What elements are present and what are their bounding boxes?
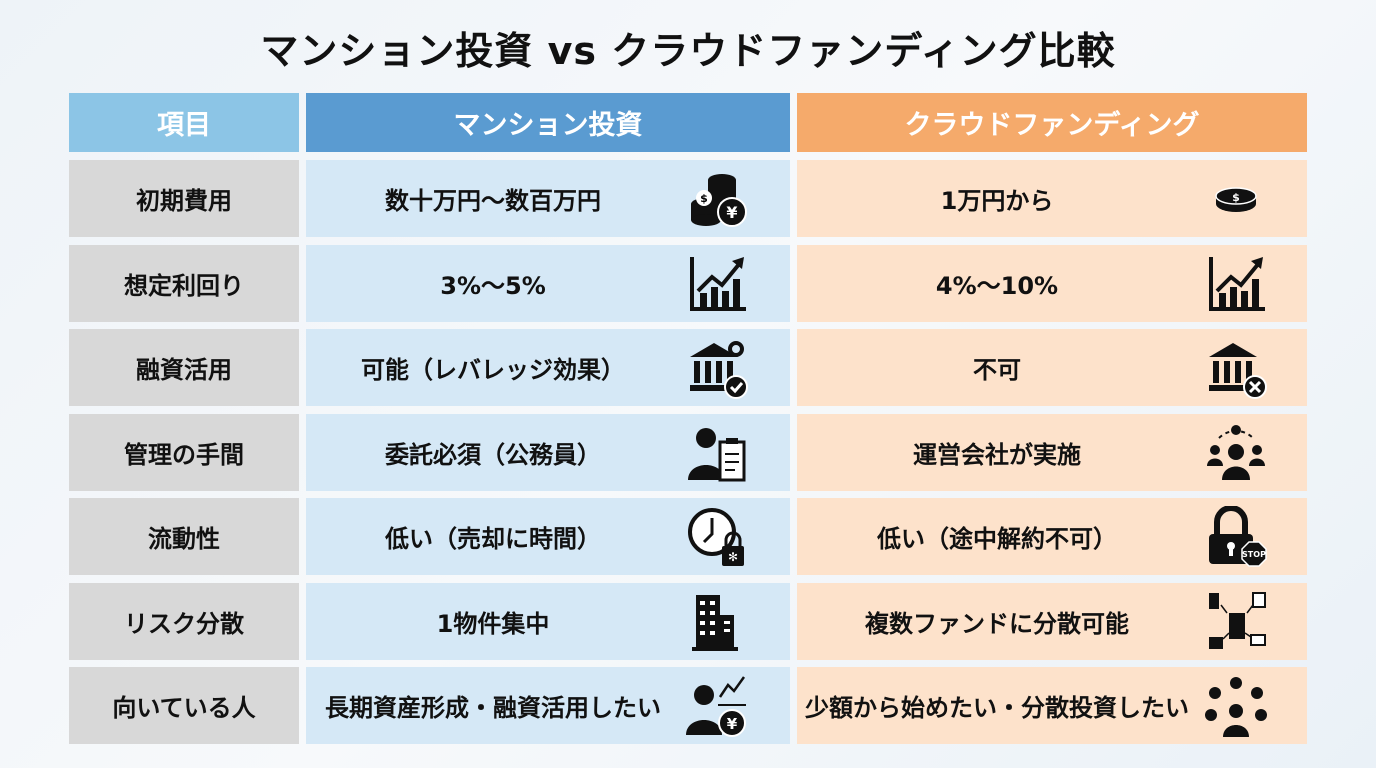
mansion-cell: 3%〜5% [306, 244, 790, 322]
table-row: 想定利回り 3%〜5% 4%〜10% [69, 244, 1307, 322]
item-label: 初期費用 [136, 187, 232, 215]
clock-lock-icon: ✻ [688, 508, 744, 566]
svg-text:¥: ¥ [726, 203, 737, 222]
svg-text:$: $ [1232, 191, 1240, 204]
item-label: 融資活用 [136, 356, 232, 384]
header-crowd: クラウドファンディング [797, 93, 1307, 152]
item-label: 向いている人 [112, 694, 256, 722]
crowd-cell: 運営会社が実施 [797, 413, 1307, 491]
item-label: リスク分散 [124, 609, 244, 638]
header-item: 項目 [69, 93, 299, 152]
table-header: 項目 マンション投資 クラウドファンディング [69, 93, 1307, 152]
mansion-cell: 長期資産形成・融資活用したい ¥ [306, 667, 790, 744]
crowd-value: 少額から始めたい・分散投資したい [805, 694, 1189, 722]
mansion-cell: 可能（レバレッジ効果） [306, 329, 790, 406]
crowd-value: 不可 [973, 356, 1021, 384]
crowd-value: 低い（途中解約不可） [877, 525, 1117, 553]
crowd-value: 4%〜10% [935, 271, 1059, 300]
item-cell: 管理の手間 [69, 413, 299, 491]
svg-text:STOP: STOP [1242, 550, 1266, 559]
mansion-value: 可能（レバレッジ効果） [361, 356, 625, 384]
mansion-cell: 委託必須（公務員） [306, 413, 790, 491]
crowd-cell: 複数ファンドに分散可能 [797, 582, 1307, 660]
table-row: リスク分散 1物件集中 複数ファンドに分散可能 [69, 582, 1307, 660]
crowd-value: 運営会社が実施 [913, 440, 1081, 469]
mansion-value: 数十万円〜数百万円 [385, 187, 601, 215]
person-moneybag-icon: ¥ [686, 676, 746, 737]
bank-x-icon [1209, 343, 1267, 399]
table-row: 融資活用 可能（レバレッジ効果） 不可 [69, 329, 1307, 406]
diversified-buildings-icon [1209, 591, 1266, 649]
item-cell: 流動性 [69, 498, 299, 575]
mansion-cell: 1物件集中 [306, 582, 790, 660]
item-label: 管理の手間 [124, 440, 244, 469]
crowd-cell: 少額から始めたい・分散投資したい [797, 667, 1307, 744]
item-cell: リスク分散 [69, 582, 299, 660]
item-label: 流動性 [148, 525, 220, 553]
mansion-value: 長期資産形成・融資活用したい [325, 694, 661, 722]
mansion-value: 3%〜5% [440, 271, 546, 300]
lock-stop-icon: STOP [1209, 506, 1267, 567]
svg-text:✻: ✻ [728, 550, 738, 564]
person-clipboard-icon [688, 427, 746, 481]
table-row: 初期費用 数十万円〜数百万円 $ ¥ 1万円から $ [69, 160, 1307, 237]
coin-icon: $ [1215, 187, 1257, 212]
crowd-cell: 不可 [797, 329, 1307, 406]
header-mansion: マンション投資 [306, 93, 790, 152]
item-cell: 向いている人 [69, 667, 299, 744]
team-network-icon [1207, 424, 1265, 480]
table-row: 管理の手間 委託必須（公務員） 運営会社が実施 [69, 413, 1307, 491]
svg-text:¥: ¥ [727, 715, 738, 733]
crowd-cell: 1万円から $ [797, 160, 1307, 237]
mansion-cell: 低い（売却に時間） ✻ [306, 498, 790, 575]
bank-check-icon [690, 341, 748, 399]
mansion-value: 低い（売却に時間） [385, 525, 601, 553]
growth-chart-icon [1209, 256, 1265, 311]
item-label: 想定利回り [124, 271, 244, 300]
crowd-value: 複数ファンドに分散可能 [865, 609, 1129, 638]
item-cell: 初期費用 [69, 160, 299, 237]
growth-chart-icon [690, 256, 746, 311]
mansion-cell: 数十万円〜数百万円 $ ¥ [306, 160, 790, 237]
mansion-value: 1物件集中 [436, 609, 550, 638]
crowd-cell: 4%〜10% [797, 244, 1307, 322]
item-cell: 想定利回り [69, 244, 299, 322]
coins-yen-icon: $¥ [691, 174, 747, 227]
table-row: 流動性 低い（売却に時間） ✻ 低い（途中解約不可） STOP [69, 498, 1307, 575]
item-cell: 融資活用 [69, 329, 299, 406]
crowd-cell: 低い（途中解約不可） STOP [797, 498, 1307, 575]
page-title: マンション投資 vs クラウドファンディング比較 [260, 29, 1116, 73]
building-icon [692, 594, 738, 651]
table-row: 向いている人 長期資産形成・融資活用したい ¥ 少額から始めたい・分散投資したい [69, 667, 1307, 744]
svg-text:$: $ [700, 192, 708, 205]
crowd-value: 1万円から [940, 187, 1054, 215]
person-investments-icon [1205, 677, 1267, 737]
mansion-value: 委託必須（公務員） [385, 440, 601, 469]
